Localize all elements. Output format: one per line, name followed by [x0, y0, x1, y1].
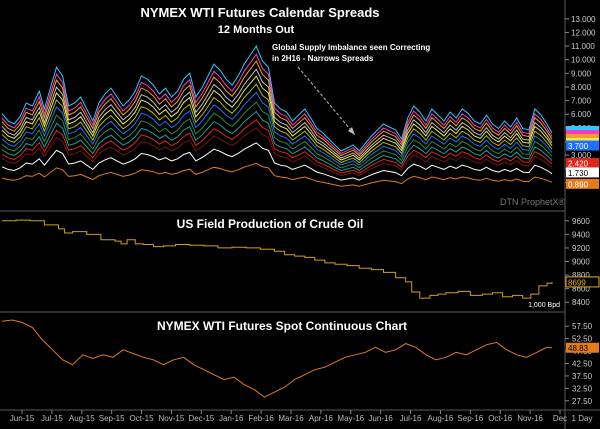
chart1-ytick-label: 7.000 — [571, 97, 592, 106]
chart1-last-value-3.700: 3.700 — [568, 142, 589, 151]
chart3-last-value: 48.83 — [568, 344, 589, 353]
x-tick-label: Aug-16 — [428, 414, 454, 423]
spread-line-month-08 — [1, 83, 553, 164]
x-tick-label: Sep-16 — [457, 414, 483, 423]
spread-line-month-10 — [1, 68, 553, 159]
spread-line-month-12 — [1, 53, 553, 155]
chart1-value-stack — [566, 130, 599, 134]
x-tick-label: Feb-16 — [248, 414, 274, 423]
chart1-ytick-label: 11.000 — [571, 42, 595, 51]
spread-line-month-03 — [1, 127, 553, 177]
chart1-title: NYMEX WTI Futures Calendar Spreads — [140, 5, 379, 20]
chart1-ytick-label: 9.000 — [571, 69, 592, 78]
x-tick-label: Dec — [553, 414, 567, 423]
interval-label[interactable]: 1 Day — [572, 414, 593, 423]
x-tick-label: Aug-15 — [69, 414, 95, 423]
chart1-last-value-1.730-bg — [566, 167, 599, 178]
spread-line-month-06 — [1, 101, 553, 169]
chart2-ytick-label: 9000 — [572, 258, 590, 267]
x-tick-label: Jan-16 — [219, 414, 244, 423]
spread-line-month-01 — [1, 162, 553, 187]
chart1-last-value-2.420: 2.420 — [568, 160, 589, 169]
chart2-ytick-label: 8400 — [572, 298, 590, 307]
chart1-ytick-label: 8.000 — [571, 83, 592, 92]
chart1-value-stack — [566, 134, 599, 138]
chart1-ytick-label: 13.000 — [571, 15, 596, 24]
x-axis-layer: Jun-15 Jul-15 Aug-15 Sep-15 Oct-15 Nov-15 Dec-… — [10, 410, 567, 423]
chart3-ytick-label: 57.50 — [572, 322, 593, 331]
chart2-ytick-label: 9200 — [572, 244, 590, 253]
x-tick-label: Dec-15 — [188, 414, 214, 423]
series-layer — [1, 45, 553, 398]
chart1-ytick-label: 6.000 — [571, 110, 592, 119]
x-tick-label: Mar-16 — [278, 414, 304, 423]
chart3-ytick-label: 52.50 — [572, 335, 593, 344]
spread-line-month-05 — [1, 110, 553, 172]
x-tick-label: Jul-15 — [41, 414, 63, 423]
x-tick-label: Jun-15 — [10, 414, 35, 423]
chart2-ytick-label: 8600 — [572, 285, 590, 294]
spread-line-month-11 — [1, 60, 553, 157]
chart1-ytick-label: 12.000 — [571, 28, 596, 37]
chart3-ytick-label: 32.50 — [572, 384, 593, 393]
spot-price-line — [1, 319, 553, 398]
chart2-title: US Field Production of Crude Oil — [177, 217, 364, 231]
x-tick-label: Apr-16 — [309, 414, 334, 423]
chart1-last-value-0.890-bg — [566, 178, 599, 189]
chart1-annotation-line1: Global Supply Imbalance seen Correcting — [272, 43, 430, 52]
x-tick-label: Nov-16 — [517, 414, 543, 423]
chart1-value-stack — [566, 126, 599, 130]
spread-line-month-09 — [1, 75, 553, 161]
x-tick-label: May-16 — [337, 414, 364, 423]
production-line — [2, 219, 553, 299]
chart3-ytick-label: 42.50 — [572, 359, 593, 368]
x-tick-label: Jun-16 — [368, 414, 393, 423]
spread-line-month-04 — [1, 119, 553, 174]
chart1-annotation-line2: in 2H16 - Narrows Spreads — [272, 54, 374, 63]
chart1-ytick-label: 10.000 — [571, 56, 596, 65]
chart1-ytick-label: 3.000 — [571, 151, 592, 160]
x-tick-label: Sep-15 — [99, 414, 125, 423]
spread-line-month-02 — [1, 142, 553, 181]
chart3-title: NYMEX WTI Futures Spot Continuous Chart — [157, 319, 407, 333]
spread-line-month-07 — [1, 91, 553, 166]
chart2-ytick-label: 9400 — [572, 230, 590, 239]
x-tick-label: Oct-16 — [488, 414, 513, 423]
watermark: DTN ProphetX® — [500, 197, 566, 207]
x-tick-label: Oct-15 — [130, 414, 155, 423]
chart3-ytick-label: 37.50 — [572, 372, 593, 381]
x-tick-label: Jul-16 — [400, 414, 422, 423]
chart2-ytick-label: 9600 — [572, 217, 590, 226]
chart2-last-value: 8699 — [568, 278, 586, 287]
chart1-last-value-0.890: 0.890 — [568, 180, 589, 189]
chart1-last-value-1.730: 1.730 — [568, 169, 589, 178]
chart3-ytick-label: 27.50 — [572, 397, 593, 406]
chart1-last-value-2.420-bg — [566, 158, 599, 169]
chart1-last-value-3.700-bg — [566, 140, 599, 151]
chart1-value-stack — [566, 138, 599, 142]
chart2-unit-label: 1,000 Bpd — [528, 302, 560, 309]
y-axis-layer: 13.000 12.000 11.000 10.000 9.000 8.000 7.000 6… — [565, 15, 600, 406]
spread-line-month-13 — [1, 45, 553, 152]
chart3-last-value-bg — [566, 342, 599, 353]
chart2-ytick-label: 8800 — [572, 271, 590, 280]
x-tick-label: Nov-15 — [159, 414, 185, 423]
chart1-annotation-arrowhead — [348, 127, 355, 135]
chart2-last-value-bg — [565, 276, 600, 288]
chart1-subtitle: 12 Months Out — [218, 24, 295, 36]
